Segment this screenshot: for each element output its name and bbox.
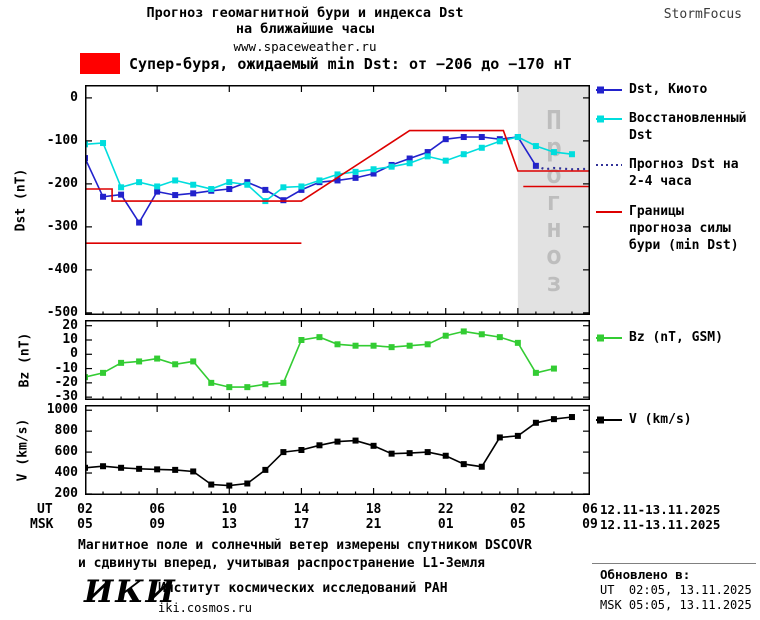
y-tick-label: -30 [54, 389, 78, 405]
svg-text:н: н [546, 214, 562, 244]
legend-dst-forecast: Прогноз Dst на 2-4 часа [596, 156, 748, 190]
svg-text:г: г [546, 187, 562, 217]
y-tick-label: 20 [62, 317, 78, 333]
storm-alert-text: Супер-буря, ожидаемый min Dst: от −206 д… [129, 54, 572, 73]
svg-text:з: з [546, 268, 562, 298]
forecast-region-label: Прогноз [546, 106, 562, 298]
ut-row-label: UT [37, 502, 53, 517]
y-tick-label: -200 [46, 175, 78, 191]
updated-title: Обновлено в: [600, 567, 691, 582]
y-tick-label: 0 [70, 346, 78, 362]
ut-date-range: 12.11-13.11.2025 [600, 502, 721, 517]
msk-row-label: MSK [30, 517, 54, 532]
msk-tick-label: 17 [293, 517, 310, 532]
ut-tick-label: 14 [293, 502, 310, 517]
y-tick-label: -300 [46, 218, 78, 234]
svg-text:р: р [546, 133, 562, 163]
ut-tick-label: 02 [510, 502, 526, 517]
storm-alert: Супер-буря, ожидаемый min Dst: от −206 д… [80, 53, 572, 74]
y-tick-label: 1000 [46, 402, 78, 418]
iki-logo: ИКИ [84, 574, 177, 610]
ut-tick-label: 18 [365, 502, 382, 517]
y-tick-label: 10 [62, 332, 78, 347]
legend-bz: Bz (nT, GSM) [596, 329, 748, 346]
msk-tick-label: 09 [149, 517, 165, 532]
y-tick-label: -400 [46, 261, 78, 277]
v-chart [85, 405, 590, 495]
legend-label: Dst, Киото [629, 82, 708, 97]
footer-separator [592, 563, 756, 564]
legend-label: Границы прогноза силы бури (min Dst) [629, 204, 739, 253]
page-title: Прогноз геомагнитной бури и индекса Dst [146, 5, 464, 21]
dst-axis-label: Dst (nT) [13, 168, 29, 232]
legend-v: V (km/s) [596, 411, 748, 428]
msk-tick-label: 05 [77, 517, 93, 532]
msk-tick-label: 09 [582, 517, 598, 532]
forecast-series-marker-icon [596, 164, 622, 166]
dst-chart: Прогноз [85, 85, 590, 315]
msk-tick-label: 05 [510, 517, 526, 532]
y-tick-label: -100 [46, 132, 78, 148]
y-tick-label: -10 [54, 360, 78, 376]
y-tick-label: 600 [54, 444, 78, 460]
institute-name: Институт космических исследований РАН [158, 581, 448, 596]
kyoto-series-marker-icon [596, 86, 622, 94]
site-link[interactable]: www.spaceweather.ru [233, 39, 377, 54]
svg-text:о: о [546, 160, 562, 190]
y-tick-label: 200 [54, 485, 78, 501]
bz-series-marker-icon [596, 334, 622, 342]
legend-label: Bz (nT, GSM) [629, 330, 723, 345]
y-tick-label: 800 [54, 423, 78, 439]
y-tick-label: -20 [54, 374, 78, 390]
iki-site-link[interactable]: iki.cosmos.ru [158, 601, 252, 615]
msk-date-range: 12.11-13.11.2025 [600, 517, 721, 532]
svg-text:о: о [546, 241, 562, 271]
legend-dst-bounds: Границы прогноза силы бури (min Dst) [596, 203, 748, 254]
ut-tick-label: 10 [221, 502, 238, 517]
y-tick-label: 0 [70, 89, 78, 105]
v-axis-label: V (km/s) [15, 418, 31, 482]
ut-tick-label: 06 [149, 502, 165, 517]
y-tick-label: 400 [54, 465, 78, 481]
msk-tick-label: 21 [365, 517, 382, 532]
ut-tick-label: 22 [437, 502, 454, 517]
brand-stormfocus: StormFocus [663, 7, 742, 22]
legend-label: V (km/s) [629, 412, 692, 427]
bounds-series-marker-icon [596, 211, 622, 213]
updated-ut-time: UT 02:05, 13.11.2025 [600, 583, 752, 597]
legend-dst-restored: Восстановленный Dst [596, 110, 748, 144]
msk-tick-label: 13 [221, 517, 238, 532]
legend-dst-kyoto: Dst, Киото [596, 81, 748, 98]
page-subtitle: на ближайшие часы [235, 21, 375, 37]
footnote-line1: Магнитное поле и солнечный ветер измерен… [78, 538, 532, 553]
legend-label: Прогноз Dst на 2-4 часа [629, 157, 739, 189]
ut-tick-label: 02 [77, 502, 93, 517]
v-series-marker-icon [596, 416, 622, 424]
restored-series-marker-icon [596, 115, 622, 123]
legend-label: Восстановленный Dst [629, 111, 747, 143]
updated-msk-time: MSK 05:05, 13.11.2025 [600, 598, 752, 612]
storm-level-swatch [80, 53, 120, 74]
msk-tick-label: 01 [437, 517, 454, 532]
ut-tick-label: 06 [582, 502, 598, 517]
footnote-line2: и сдвинуты вперед, учитывая распростране… [78, 556, 485, 571]
bz-chart [85, 320, 590, 400]
header-titles: Прогноз геомагнитной бури и индекса Dst … [70, 5, 540, 54]
y-tick-label: -500 [46, 304, 78, 320]
svg-text:П: П [546, 106, 562, 136]
